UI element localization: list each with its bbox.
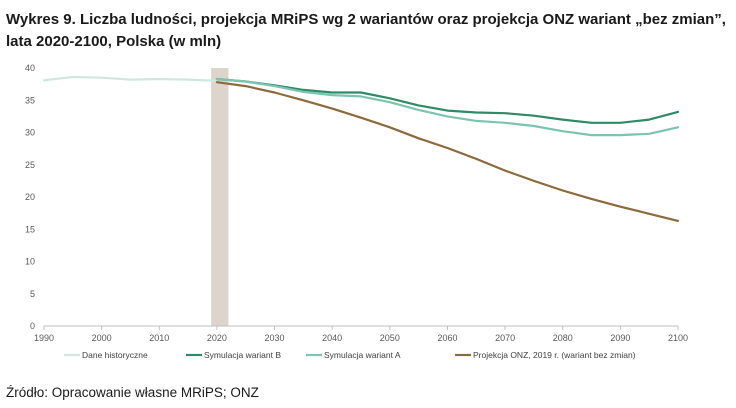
legend-label: Symulacja wariant A (324, 350, 401, 360)
x-tick-label: 2060 (437, 333, 457, 343)
chart-title-line-1: Wykres 9. Liczba ludności, projekcja MRi… (6, 11, 726, 28)
y-tick-label: 0 (30, 321, 35, 331)
x-tick-label: 2100 (668, 333, 688, 343)
y-tick-label: 5 (30, 289, 35, 299)
legend-label: Dane historyczne (82, 350, 148, 360)
series-line-1 (42, 75, 218, 82)
x-tick-label: 2070 (495, 333, 515, 343)
x-tick-label: 2030 (265, 333, 285, 343)
x-tick-label: 2000 (92, 333, 112, 343)
series-line-3 (215, 77, 680, 137)
series-line-4 (215, 81, 680, 222)
y-tick-label: 35 (25, 95, 35, 105)
chart-title: Wykres 9. Liczba ludności, projekcja MRi… (6, 9, 730, 53)
legend-label: Symulacja wariant B (204, 350, 281, 360)
x-tick-label: 2020 (207, 333, 227, 343)
y-tick-label: 20 (25, 192, 35, 202)
y-tick-label: 30 (25, 128, 35, 138)
line-chart: 0 5 10 15 20 25 30 35 40 1990 2000 2010 2020 2030 2040… (25, 63, 688, 360)
x-tick-label: 2050 (380, 333, 400, 343)
y-tick-label: 15 (25, 224, 35, 234)
source-note: Źródło: Opracowanie własne MRiPS; ONZ (6, 385, 259, 400)
x-tick-label: 2080 (553, 333, 573, 343)
series-line-2 (215, 77, 680, 124)
y-tick-label: 40 (25, 63, 35, 73)
legend-label: Projekcja ONZ, 2019 r. (wariant bez zmia… (473, 350, 636, 360)
x-tick-label: 2010 (149, 333, 169, 343)
x-tick-label: 2090 (610, 333, 630, 343)
y-tick-label: 25 (25, 160, 35, 170)
x-tick-label: 2040 (322, 333, 342, 343)
y-tick-label: 10 (25, 257, 35, 267)
x-tick-label: 1990 (34, 333, 54, 343)
chart-title-line-2: lata 2020-2100, Polska (w mln) (6, 33, 222, 50)
highlight-band (211, 68, 229, 326)
